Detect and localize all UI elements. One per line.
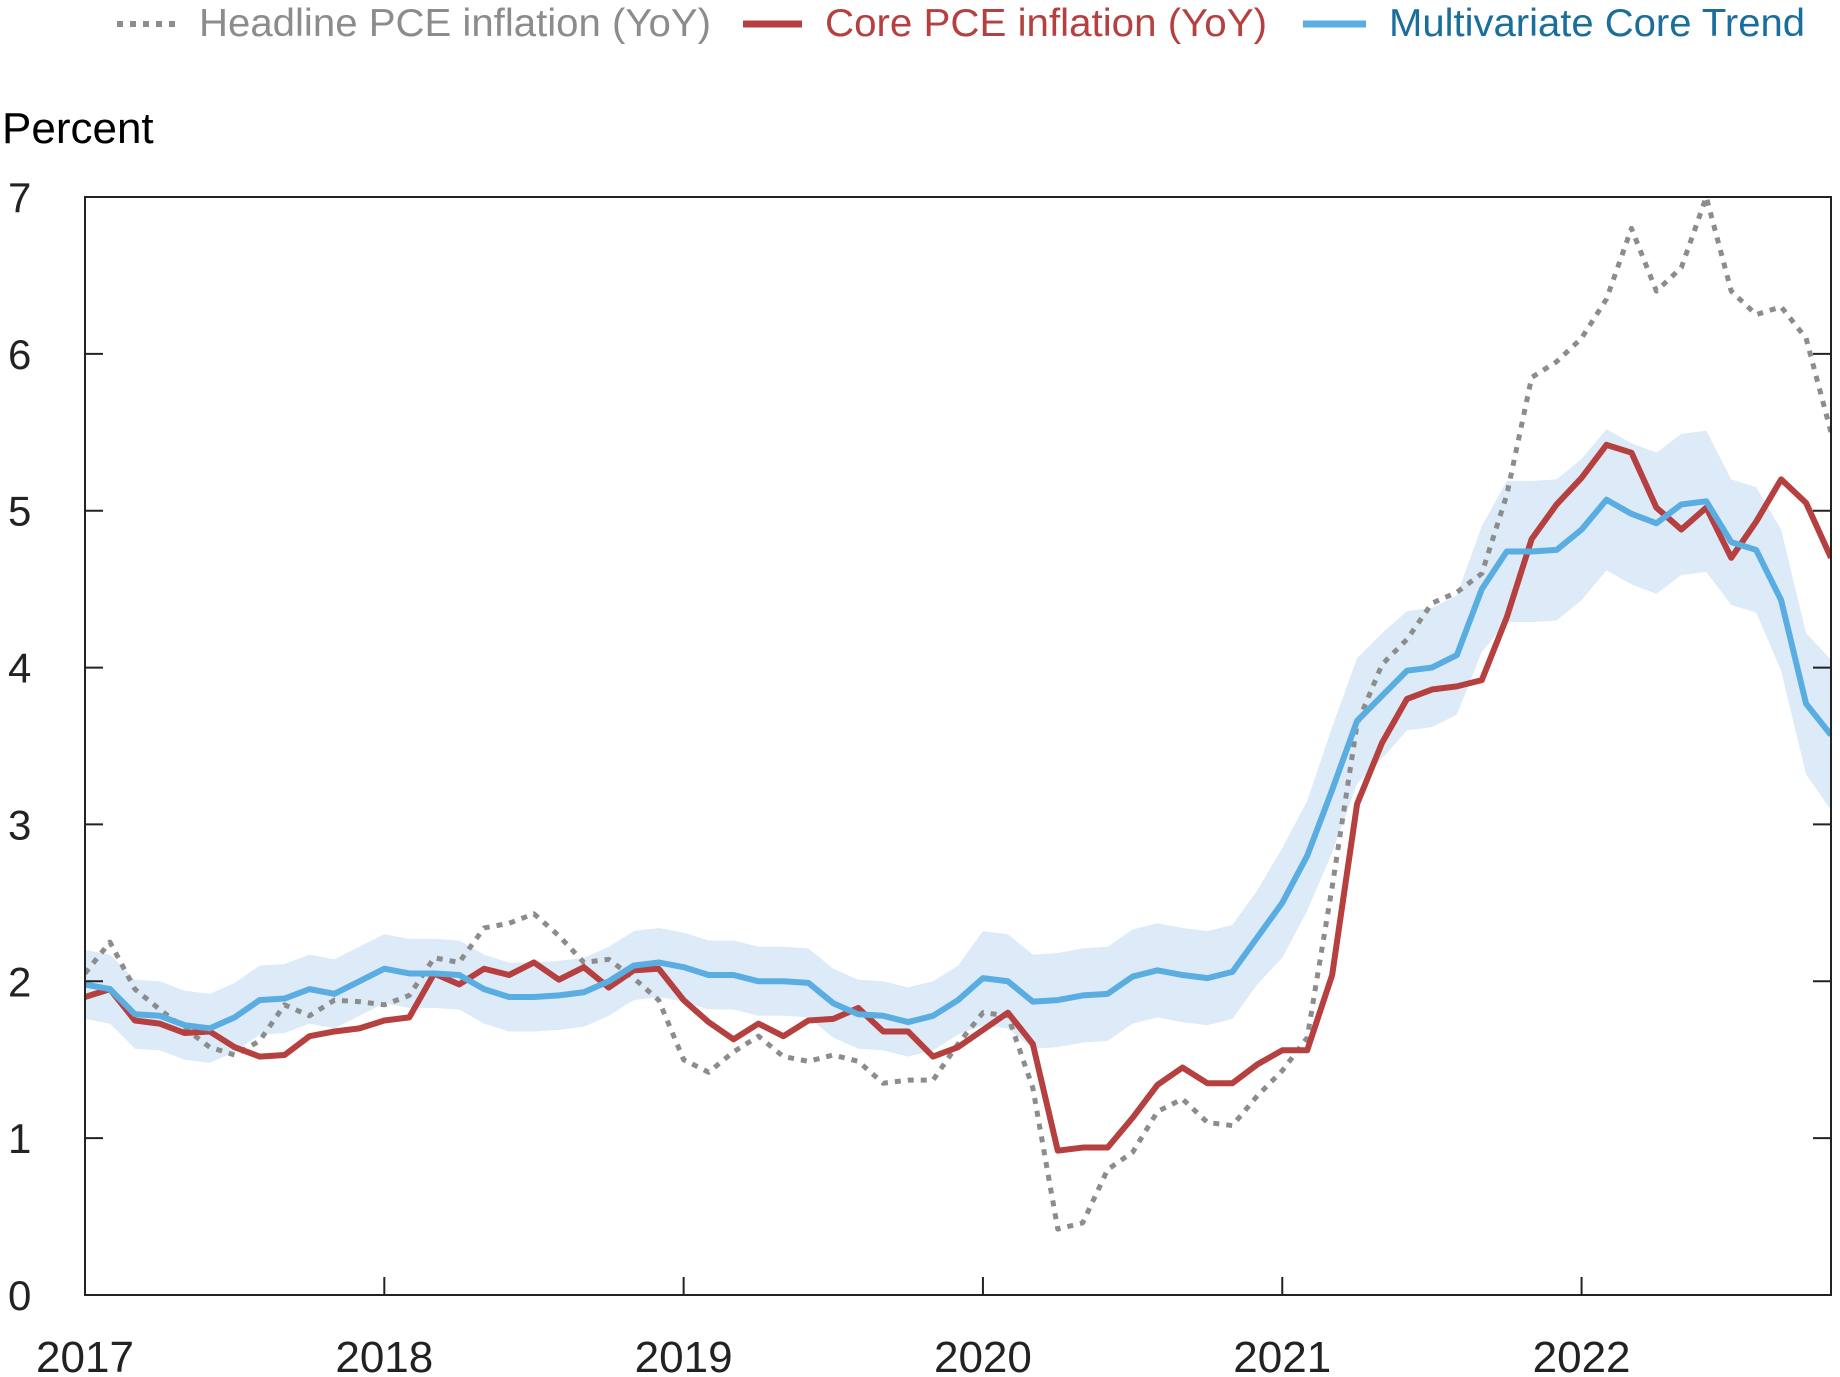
y-tick-label: 7: [8, 174, 31, 221]
y-tick-label: 1: [8, 1115, 31, 1162]
band-layer: [85, 429, 1831, 1063]
legend: Headline PCE inflation (YoY) Core PCE in…: [117, 2, 1805, 45]
y-tick-label: 3: [8, 801, 31, 848]
x-tick-label: 2017: [36, 1333, 134, 1377]
legend-label-trend: Multivariate Core Trend: [1389, 2, 1805, 45]
line-layer: [85, 194, 1831, 1232]
y-axis-label: Percent: [2, 104, 154, 153]
y-tick-label: 6: [8, 331, 31, 378]
plot-frame: [84, 196, 1832, 1296]
multivariate-core-trend-line-group: [85, 496, 1831, 1032]
trend-uncertainty-band: [85, 429, 1831, 1063]
headline-pce-line-group: [85, 194, 1831, 1232]
x-tick-label: 2020: [934, 1333, 1032, 1377]
y-tick-label: 2: [8, 958, 31, 1005]
multivariate-core-trend-line: [85, 496, 1831, 1032]
core-pce-line-group: [85, 441, 1831, 1154]
y-tick-label: 5: [8, 488, 31, 535]
y-tick-label: 0: [8, 1272, 31, 1319]
x-tick-label: 2021: [1233, 1333, 1331, 1377]
legend-label-headline: Headline PCE inflation (YoY): [199, 2, 711, 45]
x-tick-label: 2022: [1533, 1333, 1631, 1377]
legend-label-core: Core PCE inflation (YoY): [825, 2, 1267, 45]
tick-layer: 0 1 2 3 4 5 6 7 2017 2018 2019 2020 2021 2022: [8, 174, 1831, 1377]
core-pce-line: [85, 441, 1831, 1154]
x-tick-label: 2018: [335, 1333, 433, 1377]
y-tick-label: 4: [8, 645, 31, 692]
headline-pce-line: [85, 194, 1831, 1232]
x-tick-label: 2019: [635, 1333, 733, 1377]
